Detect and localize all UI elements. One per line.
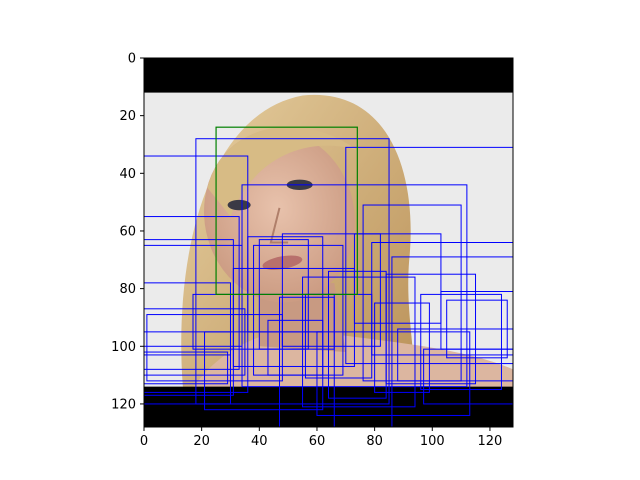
prediction-box bbox=[446, 299, 508, 359]
x-tick-label: 0 bbox=[140, 434, 148, 449]
prediction-box bbox=[281, 233, 381, 347]
prediction-box bbox=[374, 302, 430, 393]
prediction-box bbox=[144, 308, 246, 376]
y-tick-label: 100 bbox=[111, 340, 136, 355]
prediction-box bbox=[302, 276, 416, 408]
prediction-box bbox=[144, 216, 240, 370]
y-tick-label: 20 bbox=[119, 109, 136, 124]
prediction-box bbox=[371, 242, 513, 356]
prediction-box bbox=[278, 296, 335, 427]
x-axis: 0 20 40 60 80 100 120 bbox=[140, 427, 502, 449]
prediction-box bbox=[144, 351, 229, 385]
left-eye bbox=[227, 199, 251, 211]
y-tick-label: 80 bbox=[119, 282, 136, 297]
prediction-box bbox=[144, 331, 231, 405]
prediction-box bbox=[316, 331, 471, 416]
letterbox-top bbox=[144, 58, 513, 93]
x-tick-label: 60 bbox=[309, 434, 326, 449]
y-tick-label: 120 bbox=[111, 397, 136, 412]
x-tick-label: 80 bbox=[366, 434, 383, 449]
ground-truth-box bbox=[215, 126, 358, 295]
plot-border bbox=[143, 57, 514, 428]
prediction-box bbox=[391, 256, 513, 427]
fringe-shape bbox=[207, 126, 358, 217]
prediction-box bbox=[144, 282, 231, 356]
prediction-box bbox=[146, 314, 283, 382]
prediction-box bbox=[267, 319, 324, 376]
y-tick-label: 60 bbox=[119, 224, 136, 239]
ground-truth-box-group bbox=[215, 126, 358, 295]
y-tick-label: 0 bbox=[128, 52, 136, 67]
x-tick-label: 40 bbox=[251, 434, 268, 449]
prediction-box bbox=[397, 328, 513, 382]
y-tick-label: 40 bbox=[119, 167, 136, 182]
y-axis: 0 20 40 60 80 100 120 bbox=[111, 52, 144, 412]
prediction-box bbox=[247, 236, 324, 333]
prediction-box bbox=[353, 233, 442, 324]
axes-frame bbox=[143, 57, 514, 428]
prediction-box bbox=[420, 293, 502, 391]
x-tick-label: 120 bbox=[478, 434, 503, 449]
x-tick-label: 100 bbox=[420, 434, 445, 449]
prediction-box bbox=[241, 184, 468, 388]
prediction-box bbox=[195, 138, 390, 405]
prediction-box bbox=[440, 291, 513, 350]
x-tick-label: 20 bbox=[193, 434, 210, 449]
